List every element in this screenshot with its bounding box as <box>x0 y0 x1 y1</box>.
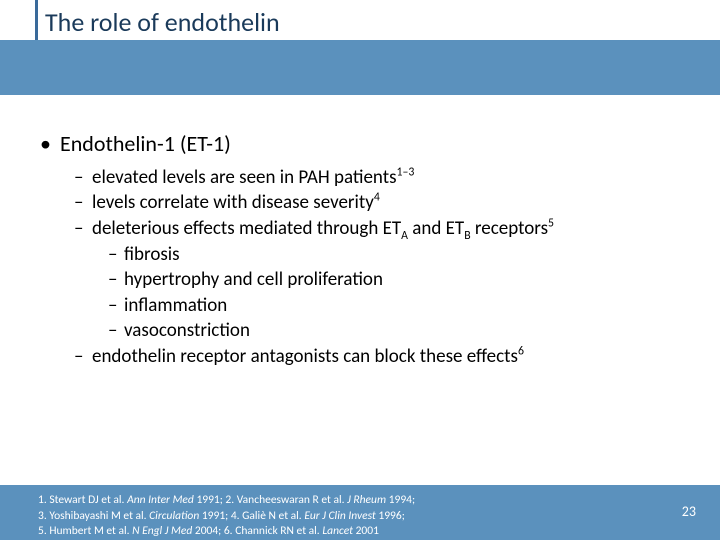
superscript: 4 <box>374 191 380 205</box>
bullet-dot: • <box>40 130 60 159</box>
bullet-text: endothelin receptor antagonists can bloc… <box>92 345 518 368</box>
superscript: 1–3 <box>397 165 415 179</box>
page-number: 23 <box>682 503 696 522</box>
bullet-text: inflammation <box>124 294 227 317</box>
reference-line: 1. Stewart DJ et al. Ann Inter Med 1991;… <box>38 493 720 509</box>
slide: The role of endothelin •Endothelin-1 (ET… <box>0 0 720 540</box>
dash-icon: – <box>74 165 92 191</box>
bullet-level2: –endothelin receptor antagonists can blo… <box>74 344 680 370</box>
bullet-level3: –hypertrophy and cell proliferation <box>108 267 680 293</box>
title-accent-bar <box>35 0 38 40</box>
bullet-level3: –vasoconstriction <box>108 318 680 344</box>
bullet-text: and ET <box>408 217 464 240</box>
bullet-text: hypertrophy and cell proliferation <box>124 268 383 291</box>
dash-icon: – <box>108 318 124 344</box>
bullet-text: receptors <box>471 217 548 240</box>
dash-icon: – <box>108 293 124 319</box>
bullet-level3: –inflammation <box>108 293 680 319</box>
dash-icon: – <box>74 344 92 370</box>
bullet-level2: –deleterious effects mediated through ET… <box>74 216 680 242</box>
subscript: A <box>401 229 408 243</box>
bullet-level1: •Endothelin-1 (ET-1) <box>40 130 680 159</box>
bullet-level3: –fibrosis <box>108 242 680 268</box>
reference-line: 3. Yoshibayashi M et al. Circulation 199… <box>38 509 720 525</box>
dash-icon: – <box>74 190 92 216</box>
superscript: 6 <box>518 345 524 359</box>
dash-icon: – <box>74 216 92 242</box>
footer-references: 1. Stewart DJ et al. Ann Inter Med 1991;… <box>0 485 720 540</box>
bullet-text: fibrosis <box>124 243 180 266</box>
reference-line: 5. Humbert M et al. N Engl J Med 2004; 6… <box>38 524 720 540</box>
bullet-text: vasoconstriction <box>124 319 250 342</box>
superscript: 5 <box>548 217 554 231</box>
slide-title: The role of endothelin <box>45 6 286 40</box>
dash-icon: – <box>108 267 124 293</box>
bullet-level2: –levels correlate with disease severity4 <box>74 190 680 216</box>
bullet-level2: –elevated levels are seen in PAH patient… <box>74 165 680 191</box>
bullet-text: elevated levels are seen in PAH patients <box>92 166 397 189</box>
bullet-text: deleterious effects mediated through ET <box>92 217 401 240</box>
bullet-text: levels correlate with disease severity <box>92 191 374 214</box>
dash-icon: – <box>108 242 124 268</box>
bullet-text: Endothelin-1 (ET-1) <box>60 130 231 157</box>
content-body: •Endothelin-1 (ET-1) –elevated levels ar… <box>40 130 680 370</box>
